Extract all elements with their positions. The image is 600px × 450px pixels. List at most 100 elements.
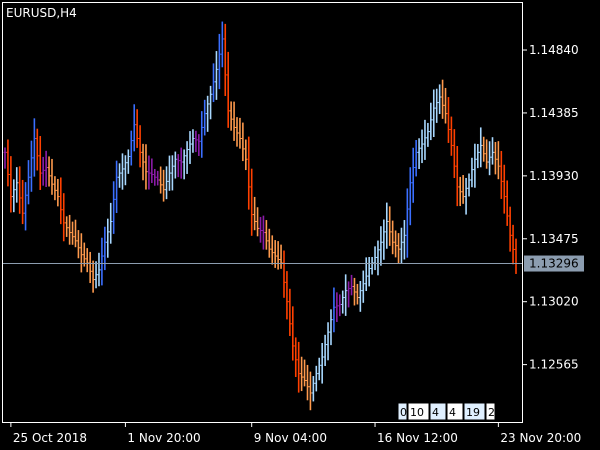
ohlc-bar <box>323 334 327 366</box>
ohlc-bar <box>141 143 145 181</box>
ohlc-bar <box>97 252 101 287</box>
ohlc-bar <box>238 117 242 149</box>
ohlc-bar <box>232 101 236 141</box>
ohlc-bar <box>35 128 39 171</box>
ohlc-bar <box>62 193 66 242</box>
ohlc-bar <box>464 177 468 215</box>
ohlc-bar <box>138 125 142 168</box>
ohlc-bar <box>264 220 268 250</box>
ohlc-bar <box>150 158 154 184</box>
ohlc-bar <box>326 322 330 361</box>
indicator-box: 10 <box>407 402 430 421</box>
indicator-box-label: 2 <box>488 406 495 419</box>
current-price-label: 1.13296 <box>524 255 584 272</box>
ohlc-bar <box>470 157 474 188</box>
ohlc-bar <box>209 85 213 120</box>
ohlc-bar <box>76 230 80 259</box>
ohlc-bar <box>367 256 371 287</box>
ohlc-bar <box>364 257 368 292</box>
ohlc-bar <box>71 221 75 245</box>
ohlc-bar <box>329 309 333 346</box>
ohlc-bar <box>493 142 497 175</box>
ohlc-bar <box>320 342 324 384</box>
ohlc-bar <box>241 122 245 162</box>
ohlc-bar <box>402 220 406 260</box>
indicator-boxes: 0 10 4 4 19 2 <box>397 402 496 421</box>
ohlc-bar <box>303 359 307 387</box>
ohlc-bar <box>135 109 139 148</box>
ohlc-bar <box>432 89 436 137</box>
ohlc-bar <box>44 150 48 188</box>
ohlc-bar <box>153 168 157 186</box>
ohlc-bar <box>29 140 33 192</box>
ohlc-bar <box>220 21 224 68</box>
ohlc-bar <box>179 147 183 179</box>
ohlc-bar <box>244 139 248 171</box>
ohlc-bar <box>12 179 16 213</box>
ohlc-bar <box>18 166 22 214</box>
ohlc-bar <box>267 228 271 258</box>
ohlc-bar <box>206 95 210 132</box>
indicator-box: 4 <box>429 402 447 421</box>
time-axis: 25 Oct 2018 1 Nov 20:00 9 Nov 04:00 16 Nov … <box>10 422 581 445</box>
ohlc-bar <box>132 104 136 152</box>
plot-frame <box>2 2 523 423</box>
ohlc-bar <box>94 261 98 289</box>
ohlc-bar <box>355 283 359 305</box>
ohlc-bar <box>182 149 186 180</box>
ohlc-bar <box>455 145 459 207</box>
ohlc-bar <box>461 175 465 204</box>
indicator-box: 4 <box>446 402 464 421</box>
ohlc-bar <box>115 160 119 213</box>
ohlc-bar <box>65 216 69 237</box>
ohlc-bar <box>305 364 309 401</box>
ohlc-bar <box>317 357 321 381</box>
ohlc-bar <box>294 337 298 377</box>
ohlc-bar <box>397 233 401 264</box>
ohlc-bar <box>247 136 251 210</box>
ohlc-bar <box>311 376 315 402</box>
ohlc-bar <box>170 155 174 191</box>
ohlc-bar <box>235 117 239 147</box>
ohlc-bar <box>261 215 265 250</box>
ohlc-bar <box>276 241 280 270</box>
ohlc-bar <box>473 143 477 188</box>
ohlc-bar <box>21 179 25 225</box>
ohlc-bar <box>56 178 60 207</box>
ohlc-bar <box>167 155 171 191</box>
time-tick-label: 1 Nov 20:00 <box>127 431 200 445</box>
ohlc-bar <box>214 51 218 100</box>
ohlc-bar <box>338 294 342 317</box>
time-tick-label: 9 Nov 04:00 <box>254 431 327 445</box>
ohlc-bar <box>250 168 254 236</box>
ohlc-bar <box>344 274 348 316</box>
indicator-box-label: 0 <box>400 406 407 419</box>
ohlc-bar <box>24 182 28 231</box>
ohlc-bar <box>499 150 503 199</box>
price-label-value: 1.13296 <box>529 257 579 271</box>
ohlc-bar <box>373 246 377 271</box>
ohlc-bar <box>441 79 445 119</box>
time-tick-label: 25 Oct 2018 <box>13 431 87 445</box>
ohlc-bar <box>485 139 489 169</box>
ohlc-bar <box>300 356 304 392</box>
ohlc-bar <box>388 206 392 246</box>
price-tick-label: 1.13930 <box>529 169 579 183</box>
ohlc-bar <box>352 277 356 306</box>
indicator-box: 2 <box>485 402 496 421</box>
ohlc-bar <box>423 119 427 160</box>
ohlc-bar <box>379 226 383 266</box>
ohlc-bar <box>85 248 89 273</box>
ohlc-bar <box>200 111 204 158</box>
ohlc-bar <box>194 130 198 153</box>
ohlc-bar <box>417 138 421 170</box>
ohlc-bar <box>350 274 354 296</box>
ohlc-bar <box>279 244 283 269</box>
ohlc-bar <box>358 281 362 312</box>
ohlc-bar <box>82 242 86 267</box>
price-tick-label: 1.12565 <box>529 358 579 372</box>
ohlc-bar <box>9 156 13 213</box>
ohlc-bar <box>129 130 133 166</box>
ohlc-bar <box>91 260 95 293</box>
